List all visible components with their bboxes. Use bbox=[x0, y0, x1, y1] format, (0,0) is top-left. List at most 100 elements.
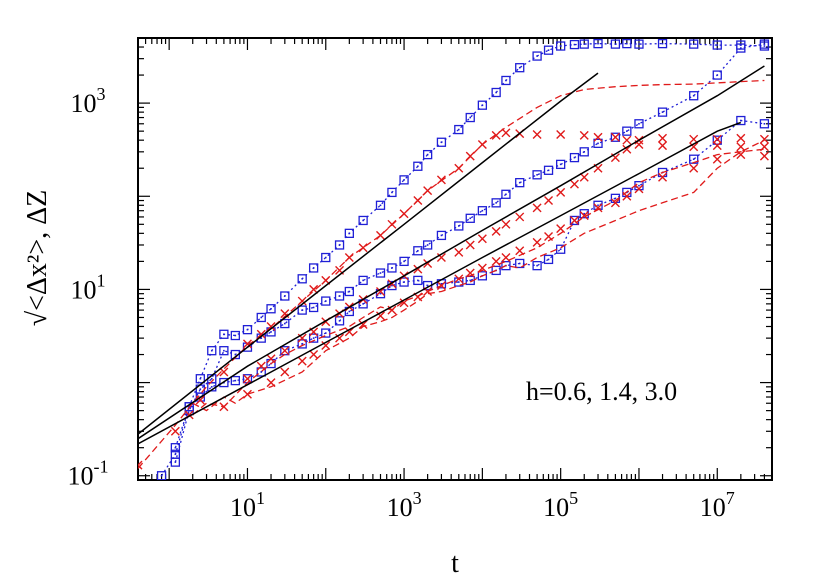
series-line bbox=[192, 148, 765, 416]
data-point-square-dot bbox=[426, 284, 429, 287]
data-point-square-dot bbox=[518, 181, 521, 184]
data-point-cross bbox=[454, 247, 464, 257]
data-point-cross bbox=[658, 172, 668, 182]
data-point-square-dot bbox=[348, 232, 351, 235]
data-point-square bbox=[634, 39, 644, 49]
data-point-square-dot bbox=[417, 165, 419, 168]
data-point-cross bbox=[242, 339, 252, 349]
data-point-square bbox=[399, 256, 409, 267]
data-point-square-dot bbox=[260, 371, 263, 373]
data-point-cross bbox=[280, 367, 290, 377]
data-point-square bbox=[515, 63, 525, 73]
data-point-square bbox=[375, 268, 386, 278]
data-point-cross bbox=[309, 350, 319, 360]
data-point-cross bbox=[309, 284, 319, 294]
series-5 bbox=[242, 150, 769, 399]
data-point-square-dot bbox=[234, 353, 237, 356]
data-point-square bbox=[297, 305, 307, 315]
data-point-square-dot bbox=[391, 284, 393, 287]
data-point-cross bbox=[242, 374, 252, 384]
data-point-square-dot bbox=[210, 349, 213, 352]
data-point-square-dot bbox=[597, 142, 599, 145]
data-point-square-dot bbox=[301, 278, 303, 280]
data-point-square-dot bbox=[536, 55, 538, 57]
data-point-square bbox=[556, 41, 566, 51]
data-point-square-dot bbox=[536, 264, 538, 267]
data-point-cross bbox=[491, 130, 501, 140]
data-point-square bbox=[593, 138, 603, 148]
data-point-square bbox=[413, 246, 423, 256]
y-axis-label: √<Δx²>, ΔZ bbox=[22, 190, 53, 326]
data-point-cross bbox=[491, 226, 501, 236]
data-point-square bbox=[230, 375, 240, 386]
data-point-square bbox=[477, 271, 488, 281]
data-point-square-dot bbox=[716, 74, 719, 76]
data-point-square bbox=[256, 367, 266, 377]
data-point-cross bbox=[477, 263, 487, 273]
data-point-square-dot bbox=[614, 43, 617, 45]
data-point-square bbox=[344, 228, 354, 238]
data-point-square bbox=[334, 291, 345, 301]
data-point-square-dot bbox=[740, 44, 742, 46]
data-point-square bbox=[543, 45, 554, 55]
data-point-square bbox=[334, 240, 345, 250]
plot-frame bbox=[137, 37, 773, 481]
data-point-cross bbox=[658, 141, 668, 151]
data-point-square bbox=[759, 39, 770, 49]
data-point-square-dot bbox=[426, 244, 429, 246]
data-point-square-dot bbox=[348, 290, 351, 293]
data-point-square-dot bbox=[160, 474, 163, 477]
data-point-square-dot bbox=[403, 281, 405, 283]
data-point-cross bbox=[465, 268, 475, 278]
data-point-square-dot bbox=[457, 128, 460, 131]
series-9 bbox=[138, 72, 599, 435]
data-point-square bbox=[657, 38, 668, 49]
data-point-square bbox=[532, 51, 542, 61]
data-point-square-dot bbox=[559, 163, 562, 166]
data-point-square-dot bbox=[210, 386, 213, 388]
data-point-square bbox=[334, 316, 345, 326]
data-point-square-dot bbox=[638, 184, 640, 187]
data-point-square-dot bbox=[338, 244, 341, 246]
data-point-square-dot bbox=[505, 79, 507, 82]
data-point-square bbox=[170, 443, 181, 453]
data-point-square bbox=[736, 115, 746, 126]
series-7 bbox=[192, 148, 765, 416]
data-point-square-dot bbox=[174, 453, 177, 456]
data-point-cross bbox=[556, 130, 566, 140]
data-point-square-dot bbox=[692, 94, 695, 97]
data-point-square-dot bbox=[469, 116, 472, 119]
data-point-square bbox=[477, 100, 488, 110]
data-point-square-dot bbox=[338, 320, 341, 322]
data-point-square-dot bbox=[338, 295, 341, 297]
data-point-square-dot bbox=[324, 332, 327, 334]
data-point-square bbox=[266, 304, 276, 314]
data-point-cross bbox=[569, 179, 579, 189]
data-point-square-dot bbox=[440, 141, 443, 144]
series-10 bbox=[138, 65, 765, 440]
data-point-square bbox=[375, 200, 386, 210]
data-point-square bbox=[543, 165, 554, 175]
series-line bbox=[138, 72, 599, 435]
data-point-cross bbox=[321, 341, 331, 351]
data-point-square-dot bbox=[457, 225, 460, 227]
data-point-square bbox=[454, 124, 464, 135]
data-point-square-dot bbox=[692, 43, 695, 45]
data-point-square bbox=[689, 91, 699, 101]
y-tick-label: 103 bbox=[71, 84, 106, 118]
data-point-square-dot bbox=[469, 279, 472, 282]
data-point-square-dot bbox=[505, 193, 507, 196]
data-point-square-dot bbox=[440, 282, 443, 285]
data-point-square-dot bbox=[312, 337, 315, 339]
data-point-square bbox=[436, 137, 447, 147]
series-line bbox=[161, 42, 765, 477]
data-point-square-dot bbox=[379, 292, 382, 295]
data-point-square bbox=[308, 302, 319, 313]
data-point-square-dot bbox=[391, 267, 393, 269]
data-point-cross bbox=[375, 287, 385, 296]
data-point-square-dot bbox=[379, 272, 382, 274]
y-tick-label: 10-1 bbox=[68, 457, 109, 491]
data-point-square-dot bbox=[573, 43, 576, 46]
data-point-cross bbox=[634, 184, 644, 194]
